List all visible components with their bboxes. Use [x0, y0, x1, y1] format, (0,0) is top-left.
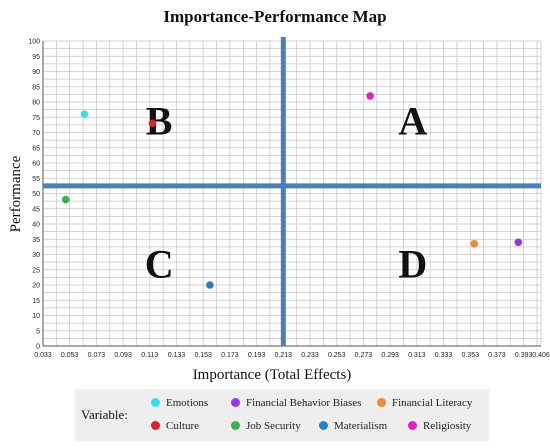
x-tick-label: 0.053: [61, 352, 79, 359]
data-points: [61, 92, 523, 289]
reference-lines: [43, 37, 541, 346]
legend-label: Financial Behavior Biases: [246, 397, 362, 409]
y-tick-label: 100: [28, 39, 40, 46]
legend-item-emotions: Emotions: [151, 397, 208, 409]
y-tick-label: 90: [32, 69, 40, 76]
y-tick-label: 20: [32, 283, 40, 290]
legend-title: Variable:: [81, 407, 128, 422]
x-tick-label: 0.273: [355, 352, 373, 359]
x-tick-label: 0.033: [34, 352, 52, 359]
x-tick-label: 0.093: [114, 352, 132, 359]
x-tick-label: 0.133: [168, 352, 186, 359]
point-job-security: [61, 195, 70, 204]
x-axis-ticks: 0.033 0.053 0.073 0.093 0.113 0.133 0.153 0.173…: [34, 352, 550, 359]
quadrant-label-c: C: [145, 242, 174, 287]
y-tick-label: 15: [32, 298, 40, 305]
x-tick-label: 0.253: [328, 352, 346, 359]
quadrant-label-a: A: [398, 98, 427, 143]
x-tick-label: 0.313: [408, 352, 426, 359]
legend-item-financial-behavior-biases: Financial Behavior Biases: [231, 397, 361, 409]
y-tick-label: 95: [32, 54, 40, 61]
y-tick-label: 30: [32, 252, 40, 259]
chart-title: Importance-Performance Map: [163, 7, 386, 26]
y-tick-label: 35: [32, 237, 40, 244]
legend-swatch: [231, 398, 240, 407]
point-culture: [148, 119, 157, 128]
point-emotions: [80, 110, 89, 118]
y-axis-title: Performance: [8, 155, 24, 232]
x-tick-label: 0.113: [141, 352, 158, 359]
y-tick-label: 10: [32, 313, 40, 320]
x-tick-label: 0.333: [435, 352, 453, 359]
legend-swatch: [151, 421, 160, 430]
legend-swatch: [151, 398, 160, 407]
y-tick-label: 0: [36, 344, 40, 351]
legend: Variable: Emotions Financial Behavior Bia…: [75, 389, 489, 441]
y-tick-label: 60: [32, 161, 40, 168]
legend-swatch: [319, 421, 328, 430]
y-tick-label: 25: [32, 267, 40, 274]
grid: [42, 40, 542, 347]
y-tick-label: 80: [32, 100, 40, 107]
legend-item-job-security: Job Security: [231, 420, 301, 432]
y-tick-label: 55: [32, 176, 40, 183]
y-tick-label: 40: [32, 222, 40, 229]
legend-label: Emotions: [166, 397, 209, 409]
legend-item-materialism: Materialism: [319, 420, 387, 432]
x-tick-label: 0.153: [194, 352, 212, 359]
y-tick-label: 65: [32, 145, 40, 152]
point-religiosity: [366, 92, 374, 100]
legend-label: Culture: [166, 420, 199, 432]
point-financial-literacy: [470, 240, 479, 248]
x-tick-label: 0.173: [221, 352, 239, 359]
point-materialism: [206, 281, 214, 289]
x-tick-label: 0.353: [461, 352, 479, 359]
legend-item-culture: Culture: [151, 420, 199, 432]
y-tick-label: 70: [32, 130, 40, 137]
legend-item-financial-literacy: Financial Literacy: [377, 397, 472, 409]
y-tick-label: 85: [32, 84, 40, 91]
legend-swatch: [231, 421, 240, 430]
legend-label: Religiosity: [423, 420, 472, 432]
x-tick-label: 0.406: [532, 352, 550, 359]
x-tick-label: 0.073: [88, 352, 106, 359]
legend-label: Job Security: [246, 420, 301, 432]
x-tick-label: 0.393: [515, 352, 533, 359]
y-tick-label: 50: [32, 191, 40, 198]
x-tick-label: 0.373: [488, 352, 506, 359]
legend-item-religiosity: Religiosity: [408, 420, 471, 432]
legend-swatch: [408, 421, 417, 430]
y-tick-label: 5: [36, 328, 40, 335]
legend-label: Materialism: [334, 420, 388, 432]
quadrant-label-d: D: [398, 242, 427, 287]
x-tick-label: 0.293: [381, 352, 399, 359]
y-tick-label: 75: [32, 115, 40, 122]
quadrant-labels: ABC D: [145, 98, 428, 286]
x-tick-label: 0.193: [248, 352, 266, 359]
y-axis-ticks: 0 5 10 15 20 25 30 35 40 45 50 55 60 65 70 75 80 85 90 95 10…: [28, 39, 40, 351]
y-tick-label: 45: [32, 206, 40, 213]
x-tick-label: 0.213: [275, 352, 293, 359]
point-financial-behavior-biases: [514, 238, 523, 247]
x-axis-title: Importance (Total Effects): [193, 367, 352, 383]
x-tick-label: 0.233: [301, 352, 319, 359]
legend-label: Financial Literacy: [392, 397, 473, 409]
legend-swatch: [377, 398, 386, 407]
